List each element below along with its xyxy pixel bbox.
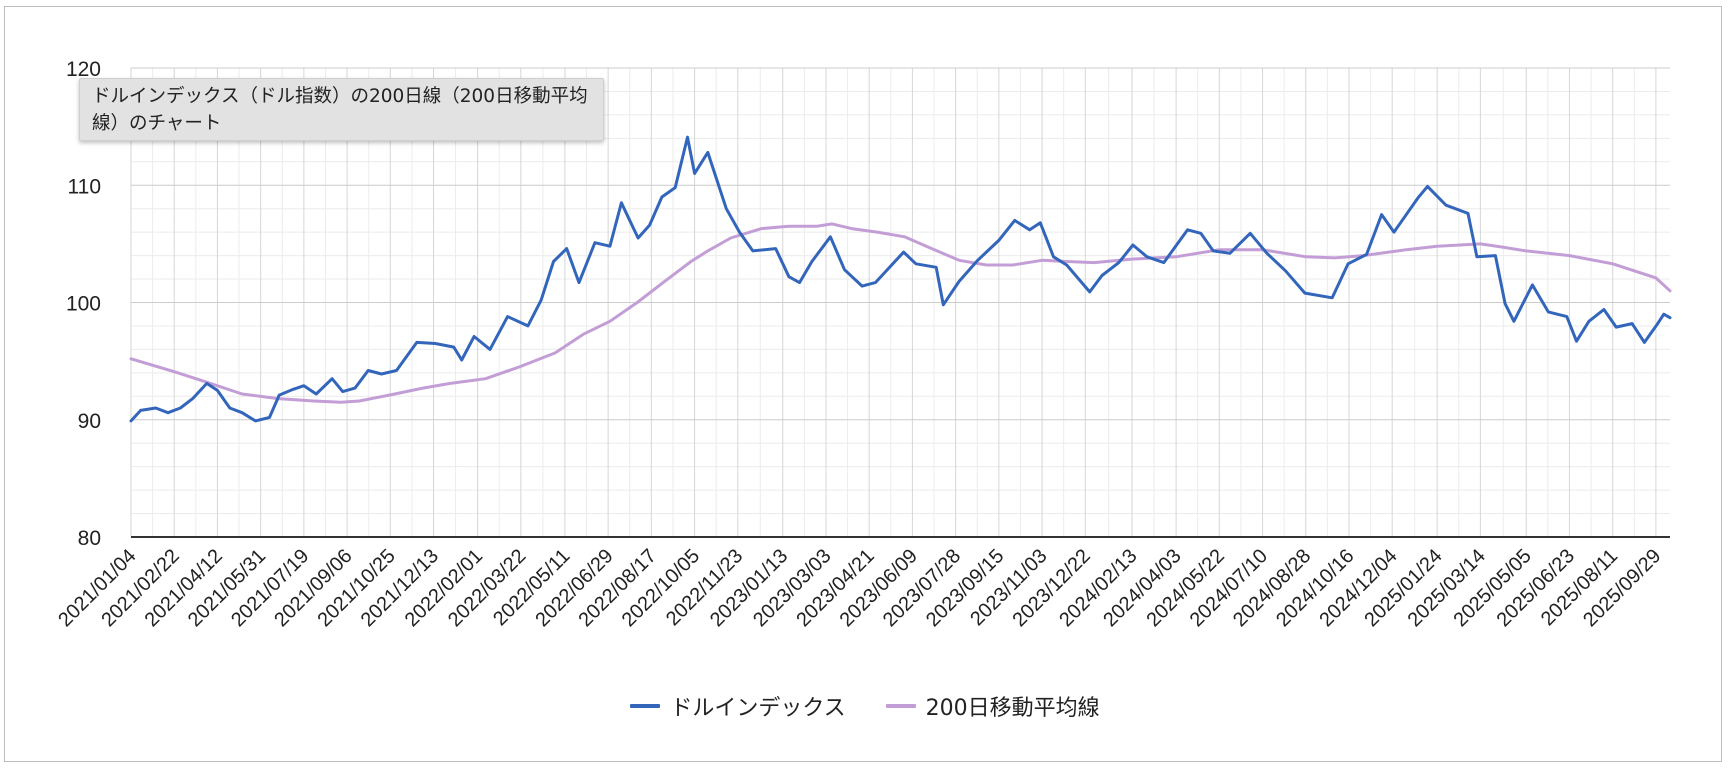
y-tick-label: 90 xyxy=(78,410,101,433)
legend-item-dollar-index[interactable]: ドルインデックス xyxy=(630,690,846,722)
x-axis: 2021/01/042021/02/222021/04/122021/05/31… xyxy=(54,536,1670,631)
major-gridlines xyxy=(130,67,1670,537)
legend-swatch-dollar-index xyxy=(630,704,661,708)
legend-label-200-day-ma: 200日移動平均線 xyxy=(925,696,1100,721)
y-tick-label: 100 xyxy=(66,293,101,316)
legend-item-200-day-ma[interactable]: 200日移動平均線 xyxy=(885,690,1100,722)
y-tick-label: 120 xyxy=(66,58,101,81)
chart-tooltip: ドルインデックス（ドル指数）の200日線（200日移動平均線）のチャート xyxy=(79,78,604,141)
legend-swatch-200-day-ma xyxy=(885,704,916,708)
y-tick-label: 80 xyxy=(78,527,101,550)
legend-label-dollar-index: ドルインデックス xyxy=(670,696,846,721)
legend: ドルインデックス 200日移動平均線 xyxy=(0,688,1730,724)
y-axis: 80 90 100 110 120 xyxy=(66,58,101,550)
y-tick-label: 110 xyxy=(68,175,101,198)
series-line-dollar-index[interactable] xyxy=(129,135,1672,423)
series-line-200-day-ma[interactable] xyxy=(129,222,1672,404)
series-layer xyxy=(129,135,1672,423)
